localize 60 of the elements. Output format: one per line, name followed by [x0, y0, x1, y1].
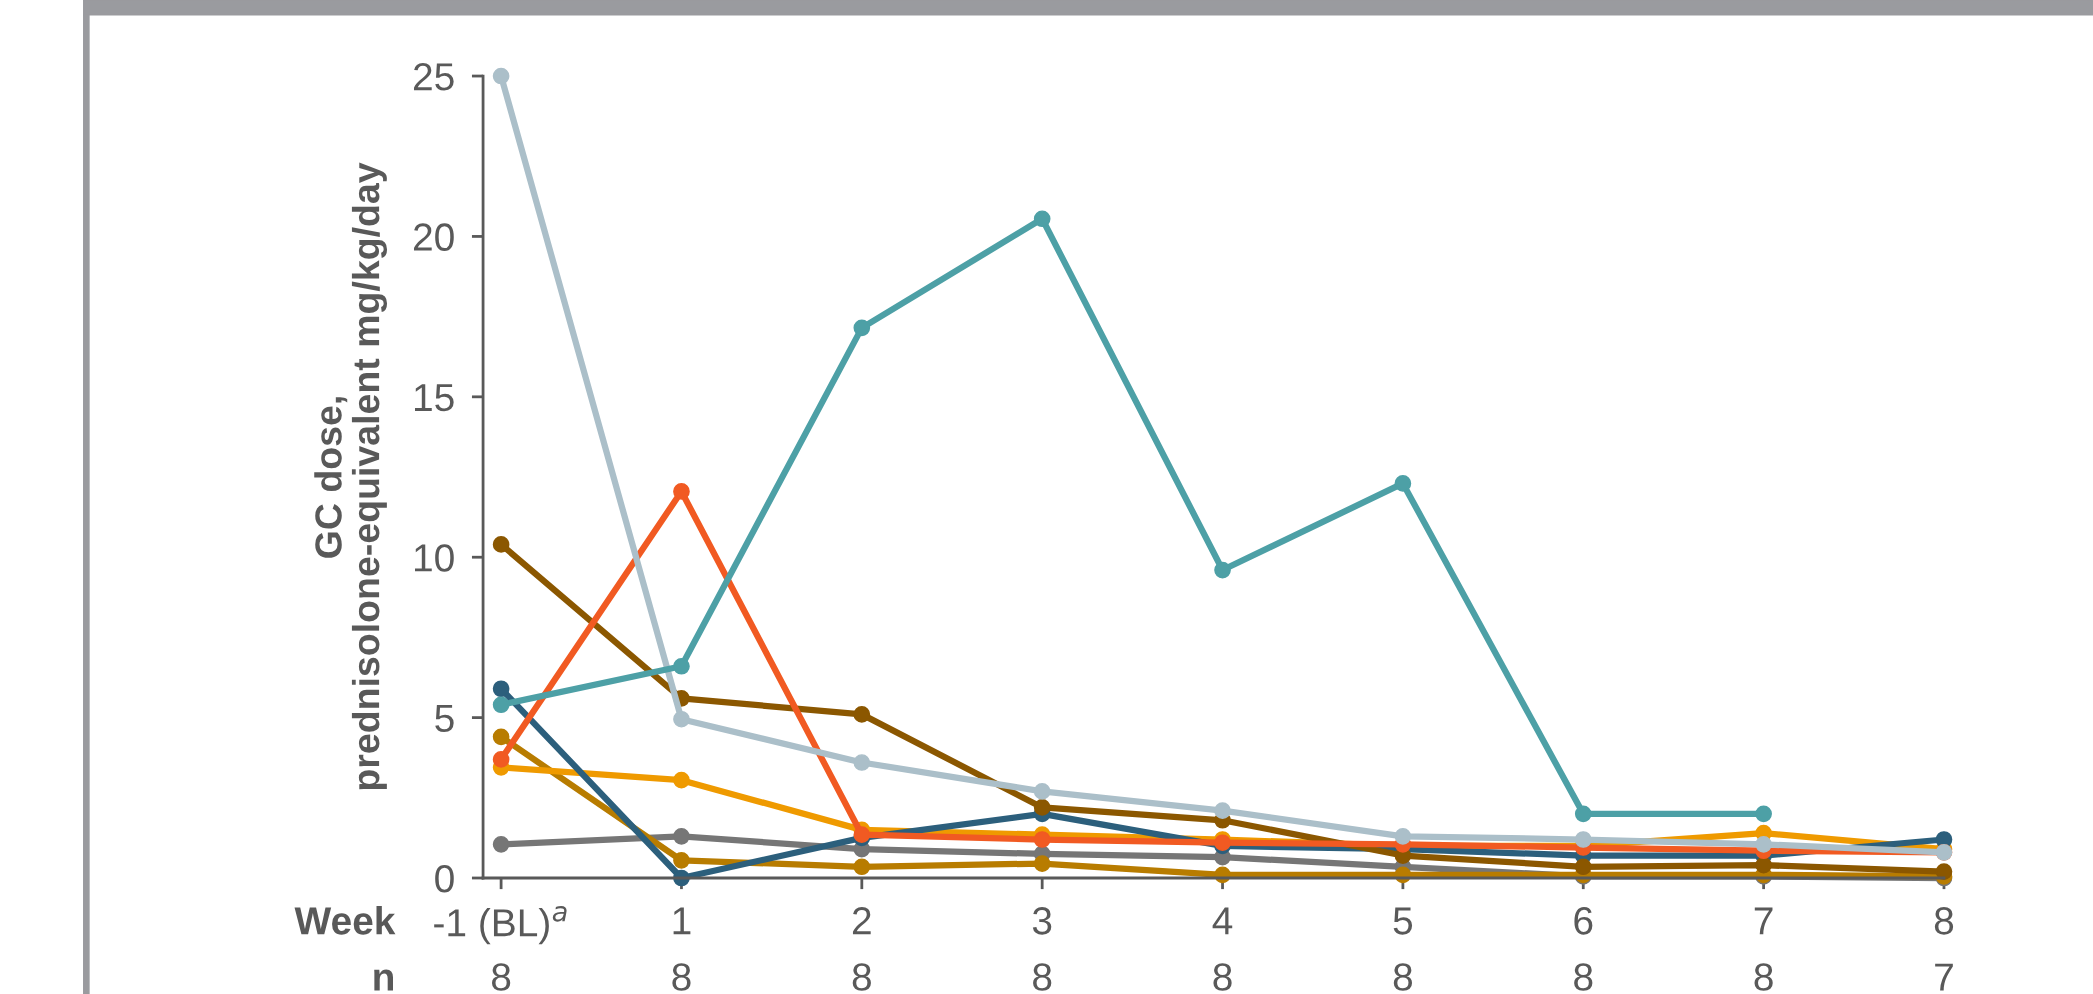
point: [1935, 863, 1953, 880]
point: [1033, 799, 1051, 816]
point: [1755, 805, 1772, 823]
point: [1394, 827, 1412, 845]
point: [492, 728, 510, 746]
point: [1033, 783, 1051, 800]
y-axis-title: GC dose, prednisolone-equivalent mg/kg/day: [314, 162, 388, 790]
point: [853, 858, 871, 876]
point: [1033, 210, 1051, 228]
point: [1574, 805, 1592, 823]
point: [492, 835, 510, 853]
point: [1574, 831, 1592, 848]
point: [673, 771, 690, 789]
x-axis-title: Week: [294, 906, 396, 935]
x-tick-label: 6: [1574, 907, 1593, 935]
point: [1214, 561, 1231, 579]
point: [1214, 802, 1231, 819]
y-tick-label: 20: [413, 223, 454, 251]
point: [492, 680, 510, 698]
point: [492, 536, 510, 553]
point: [1033, 855, 1051, 872]
point: [853, 754, 871, 771]
point: [1574, 858, 1592, 876]
x-tick-label: 1: [673, 907, 691, 935]
y-tick-label: 10: [415, 544, 454, 572]
text: n: [374, 969, 393, 991]
point: [853, 706, 871, 723]
x-tick-label: 2: [852, 907, 871, 935]
point: [673, 657, 690, 675]
x-tick-label: 3: [1032, 907, 1052, 935]
text: 8: [852, 963, 871, 991]
x-tick-label: -1 (BL)$^{a}$: [434, 906, 567, 945]
text: 8: [491, 963, 511, 991]
text: 7: [1935, 963, 1953, 991]
point: [673, 827, 690, 845]
text: 8: [1754, 963, 1773, 991]
x-tick-label: 7: [1754, 907, 1773, 935]
point: [673, 710, 690, 728]
point: [492, 696, 510, 714]
point: [492, 67, 510, 85]
point: [673, 483, 690, 500]
text: 8: [1574, 963, 1593, 991]
point: [1755, 856, 1772, 874]
x-tick-label: 8: [1934, 907, 1954, 935]
x-tick-label: 5: [1393, 907, 1413, 935]
text: 8: [1033, 963, 1052, 991]
y-tick-label: 0: [435, 864, 454, 893]
point: [1394, 475, 1412, 492]
x-tick-label: 4: [1212, 907, 1233, 935]
y-tick-label: 5: [435, 704, 454, 733]
y-tick-label: 25: [413, 62, 454, 91]
point: [1033, 831, 1051, 848]
text: 8: [1213, 963, 1232, 991]
point: [492, 750, 510, 768]
text: 8: [672, 963, 691, 991]
point: [853, 319, 871, 337]
text: 8: [1393, 963, 1413, 991]
point: [1755, 835, 1772, 853]
y-tick-label: 15: [415, 384, 454, 412]
point: [673, 852, 690, 869]
